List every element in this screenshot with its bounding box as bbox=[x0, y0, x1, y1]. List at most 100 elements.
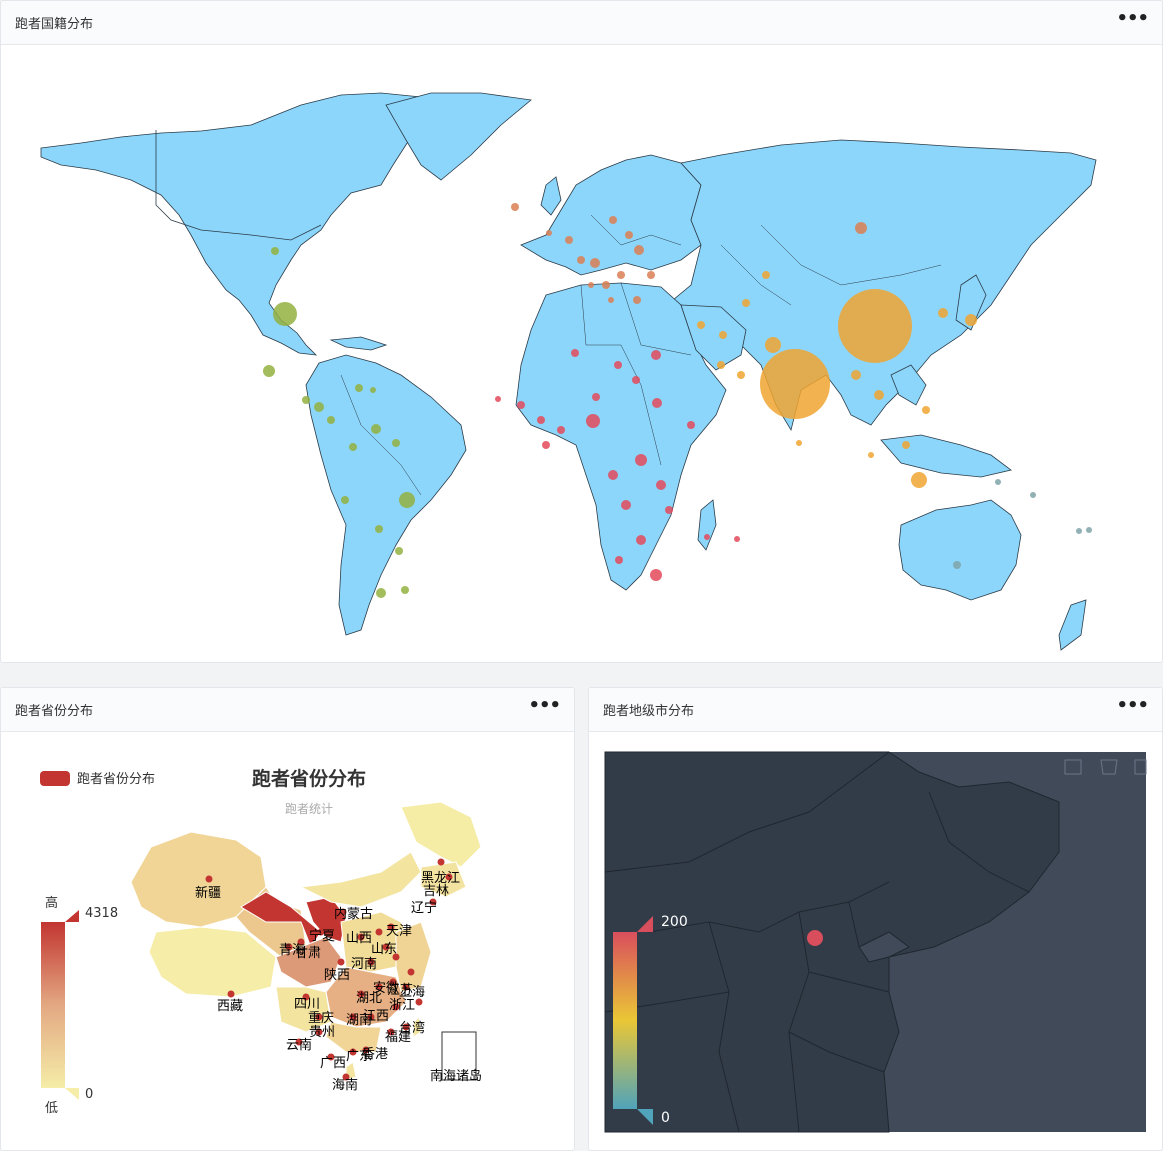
nationality-bubble[interactable] bbox=[371, 424, 381, 434]
range-handle-bottom-icon[interactable] bbox=[65, 1088, 79, 1100]
province-dot[interactable] bbox=[297, 938, 305, 946]
nationality-bubble[interactable] bbox=[719, 331, 727, 339]
nationality-bubble[interactable] bbox=[401, 586, 409, 594]
polygon-select-icon[interactable] bbox=[1100, 759, 1118, 775]
visual-map-bar[interactable] bbox=[41, 922, 65, 1088]
province-dot[interactable] bbox=[389, 978, 397, 986]
province-jilin-liaoning[interactable] bbox=[420, 861, 467, 898]
province-dot[interactable] bbox=[315, 1028, 323, 1036]
province-dot[interactable] bbox=[375, 983, 383, 991]
province-heilongjiang[interactable] bbox=[400, 801, 482, 868]
nationality-bubble[interactable] bbox=[717, 361, 725, 369]
nationality-bubble[interactable] bbox=[965, 314, 977, 326]
nationality-bubble[interactable] bbox=[656, 480, 666, 490]
nationality-bubble[interactable] bbox=[911, 472, 927, 488]
province-dot[interactable] bbox=[295, 1038, 303, 1046]
nationality-bubble[interactable] bbox=[851, 370, 861, 380]
nationality-bubble[interactable] bbox=[271, 247, 279, 255]
nationality-bubble[interactable] bbox=[704, 534, 710, 540]
nationality-bubble[interactable] bbox=[399, 492, 415, 508]
province-dot[interactable] bbox=[327, 1053, 335, 1061]
province-dot[interactable] bbox=[357, 933, 365, 941]
nationality-bubble[interactable] bbox=[609, 216, 617, 224]
range-handle-bottom-icon[interactable] bbox=[637, 1109, 653, 1125]
province-gansu[interactable] bbox=[240, 891, 322, 949]
nationality-bubble[interactable] bbox=[1030, 492, 1036, 498]
nationality-bubble[interactable] bbox=[796, 440, 802, 446]
nationality-bubble[interactable] bbox=[537, 416, 545, 424]
nationality-bubble[interactable] bbox=[1076, 528, 1082, 534]
more-menu-icon[interactable]: ••• bbox=[528, 694, 561, 716]
nationality-bubble[interactable] bbox=[838, 289, 912, 363]
nationality-bubble[interactable] bbox=[995, 479, 1001, 485]
nationality-bubble[interactable] bbox=[633, 296, 641, 304]
nationality-bubble[interactable] bbox=[647, 271, 655, 279]
nationality-bubble[interactable] bbox=[517, 401, 525, 409]
city-visual-map-bar[interactable] bbox=[613, 932, 637, 1109]
province-dot[interactable] bbox=[315, 1013, 323, 1021]
nationality-bubble[interactable] bbox=[577, 256, 585, 264]
nationality-bubble[interactable] bbox=[855, 222, 867, 234]
nationality-bubble[interactable] bbox=[392, 439, 400, 447]
nationality-bubble[interactable] bbox=[614, 361, 622, 369]
nationality-bubble[interactable] bbox=[922, 406, 930, 414]
nationality-bubble[interactable] bbox=[542, 441, 550, 449]
province-dot[interactable] bbox=[392, 953, 400, 961]
province-dot[interactable] bbox=[342, 1073, 350, 1081]
province-dot[interactable] bbox=[205, 875, 213, 883]
nationality-bubble[interactable] bbox=[376, 588, 386, 598]
nationality-bubble[interactable] bbox=[571, 349, 579, 357]
legend-label[interactable]: 跑者省份分布 bbox=[77, 772, 155, 787]
nationality-bubble[interactable] bbox=[511, 203, 519, 211]
nationality-bubble[interactable] bbox=[938, 308, 948, 318]
nationality-bubble[interactable] bbox=[355, 384, 363, 392]
province-dot[interactable] bbox=[445, 873, 453, 881]
province-dot[interactable] bbox=[337, 958, 345, 966]
province-dot[interactable] bbox=[387, 923, 395, 931]
nationality-bubble[interactable] bbox=[586, 414, 600, 428]
nationality-bubble[interactable] bbox=[592, 393, 600, 401]
province-dot[interactable] bbox=[362, 1046, 370, 1054]
province-dot[interactable] bbox=[407, 968, 415, 976]
nationality-bubble[interactable] bbox=[652, 398, 662, 408]
nationality-bubble[interactable] bbox=[665, 506, 673, 514]
nationality-bubble[interactable] bbox=[615, 556, 623, 564]
nationality-bubble[interactable] bbox=[697, 321, 705, 329]
nationality-bubble[interactable] bbox=[651, 350, 661, 360]
nationality-bubble[interactable] bbox=[636, 535, 646, 545]
province-dot[interactable] bbox=[349, 1048, 357, 1056]
province-dot[interactable] bbox=[349, 1013, 357, 1021]
nationality-bubble[interactable] bbox=[760, 349, 830, 419]
province-dot[interactable] bbox=[367, 1013, 375, 1021]
province-dot[interactable] bbox=[285, 943, 293, 951]
nationality-bubble[interactable] bbox=[375, 525, 383, 533]
nationality-bubble[interactable] bbox=[634, 245, 644, 255]
province-dot[interactable] bbox=[227, 990, 235, 998]
nationality-bubble[interactable] bbox=[370, 387, 376, 393]
province-dot[interactable] bbox=[382, 943, 390, 951]
nationality-bubble[interactable] bbox=[953, 561, 961, 569]
range-handle-top-icon[interactable] bbox=[637, 916, 653, 932]
nationality-bubble[interactable] bbox=[314, 402, 324, 412]
province-dot[interactable] bbox=[357, 990, 365, 998]
nationality-bubble[interactable] bbox=[608, 297, 614, 303]
province-xizang[interactable] bbox=[148, 926, 277, 998]
nationality-bubble[interactable] bbox=[327, 416, 335, 424]
nationality-bubble[interactable] bbox=[742, 299, 750, 307]
province-dot[interactable] bbox=[392, 1003, 400, 1011]
nationality-bubble[interactable] bbox=[617, 271, 625, 279]
province-dot[interactable] bbox=[437, 858, 445, 866]
nationality-bubble[interactable] bbox=[263, 365, 275, 377]
province-east-coast[interactable] bbox=[395, 921, 432, 993]
nationality-bubble[interactable] bbox=[625, 231, 633, 239]
nationality-bubble[interactable] bbox=[874, 390, 884, 400]
nationality-bubble[interactable] bbox=[341, 496, 349, 504]
nationality-bubble[interactable] bbox=[602, 281, 610, 289]
more-menu-icon[interactable]: ••• bbox=[1116, 7, 1149, 29]
nationality-bubble[interactable] bbox=[687, 421, 695, 429]
province-dot[interactable] bbox=[302, 993, 310, 1001]
nationality-bubble[interactable] bbox=[868, 452, 874, 458]
province-dot[interactable] bbox=[339, 908, 347, 916]
province-dot[interactable] bbox=[387, 1028, 395, 1036]
nationality-bubble[interactable] bbox=[632, 376, 640, 384]
